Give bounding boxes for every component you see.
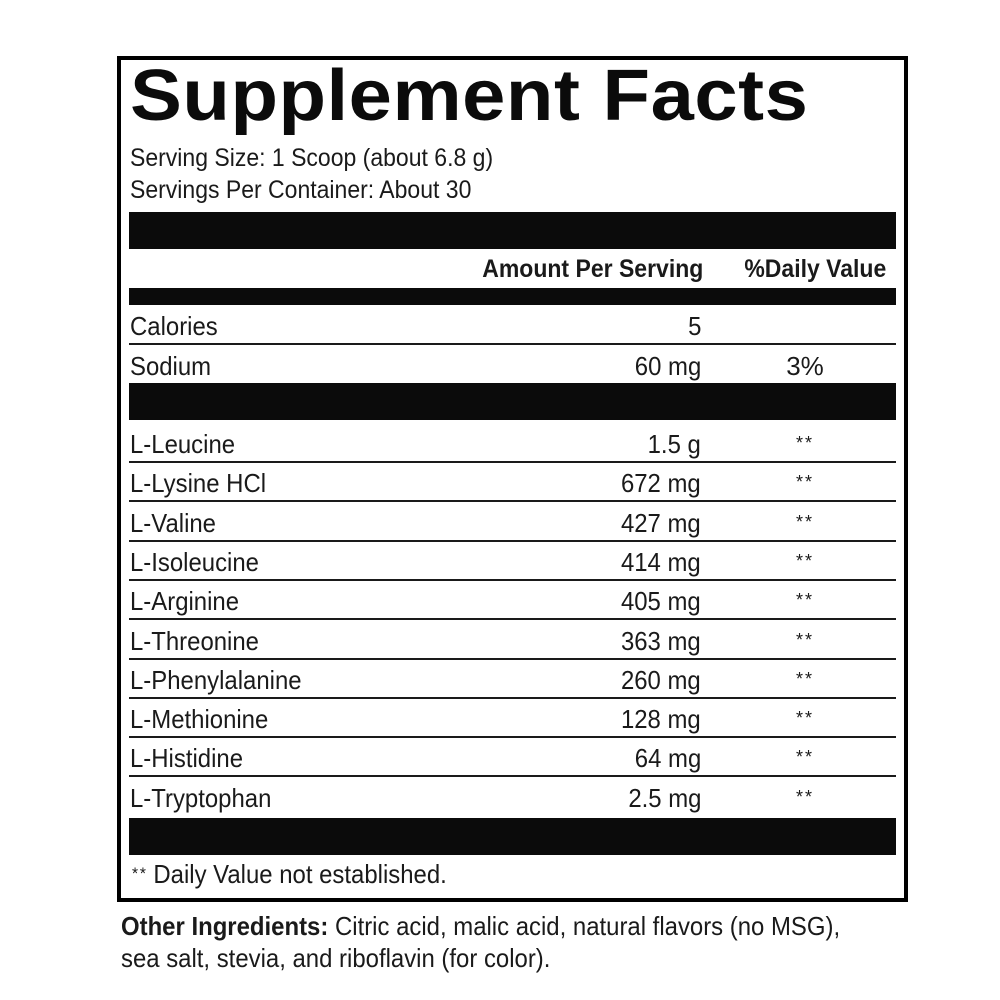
ingredient-name: L-Phenylalanine [130,664,302,695]
row-divider [129,578,896,581]
amount-per-serving: 427 mg [621,507,701,538]
amount-per-serving: 260 mg [621,664,701,695]
ingredient-name: L-Histidine [130,743,244,774]
thick-divider [129,212,896,249]
table-row: L-Histidine 64 mg ** [129,738,896,778]
ingredient-name: Sodium [130,350,212,381]
daily-value: ** [795,708,814,729]
ingredient-name: Calories [130,311,218,341]
amount-per-serving: 1.5 g [647,429,701,459]
row-divider [129,775,896,778]
amount-per-serving: 414 mg [621,546,701,577]
amount-per-serving: 5 [687,311,701,341]
table-row: L-Phenylalanine 260 mg ** [129,660,896,699]
daily-value: ** [795,433,814,453]
row-divider [129,657,896,660]
table-row: L-Threonine 363 mg ** [129,621,896,660]
table-row: L-Isoleucine 414 mg ** [129,542,896,581]
row-divider [129,500,896,503]
amount-per-serving: 405 mg [621,586,701,617]
daily-value-header: %Daily Value [744,255,886,283]
ingredient-name: L-Threonine [130,625,259,656]
amount-per-serving-header: Amount Per Serving [481,255,703,283]
other-ingredients: Other Ingredients: Citric acid, malic ac… [121,910,881,974]
table-row: Sodium 60 mg 3% [129,346,896,385]
table-row: L-Valine 427 mg ** [129,503,896,542]
row-divider [129,618,896,621]
table-row: L-Tryptophan 2.5 mg ** [129,778,896,817]
amount-per-serving: 64 mg [634,743,701,774]
panel-title: Supplement Facts [130,56,809,136]
thick-divider [129,288,896,305]
ingredient-name: L-Leucine [130,429,236,459]
footnote-marker: ** [132,864,148,883]
row-divider [129,461,896,463]
row-divider [129,736,896,739]
daily-value: ** [795,747,814,768]
ingredient-name: L-Tryptophan [130,782,272,813]
table-row: L-Methionine 128 mg ** [129,699,896,739]
ingredient-name: L-Methionine [130,704,269,735]
ingredient-name: L-Arginine [130,586,240,617]
supplement-facts-panel [117,56,908,902]
daily-value: ** [795,511,814,532]
daily-value: ** [795,629,814,650]
row-divider [129,343,896,345]
row-divider [129,539,896,542]
servings-per-container: Servings Per Container: About 30 [130,176,472,204]
daily-value: 3% [786,350,824,381]
amount-per-serving: 60 mg [634,350,701,381]
amount-per-serving: 363 mg [621,625,701,656]
footnote: ** Daily Value not established. [132,858,447,890]
ingredient-name: L-Isoleucine [130,546,259,577]
table-row: L-Arginine 405 mg ** [129,581,896,621]
thick-divider [129,818,896,855]
other-ingredients-text: Citric acid, malic acid, natural flavors… [121,911,841,973]
table-row: Calories 5 [129,306,896,345]
daily-value: ** [795,550,814,571]
daily-value: ** [795,472,814,493]
ingredient-name: L-Valine [130,507,216,538]
other-ingredients-label: Other Ingredients: [121,911,329,941]
daily-value: ** [795,668,814,689]
table-row: L-Leucine 1.5 g ** [129,424,896,463]
thick-divider [129,383,896,420]
ingredient-name: L-Lysine HCl [130,468,267,499]
amount-per-serving: 128 mg [621,704,701,735]
table-row: L-Lysine HCl 672 mg ** [129,463,896,503]
amount-per-serving: 672 mg [621,468,701,499]
daily-value: ** [795,786,814,807]
daily-value: ** [795,590,814,611]
footnote-text: Daily Value not established. [153,859,447,889]
serving-size: Serving Size: 1 Scoop (about 6.8 g) [130,144,494,172]
amount-per-serving: 2.5 mg [627,782,701,813]
row-divider [129,696,896,699]
